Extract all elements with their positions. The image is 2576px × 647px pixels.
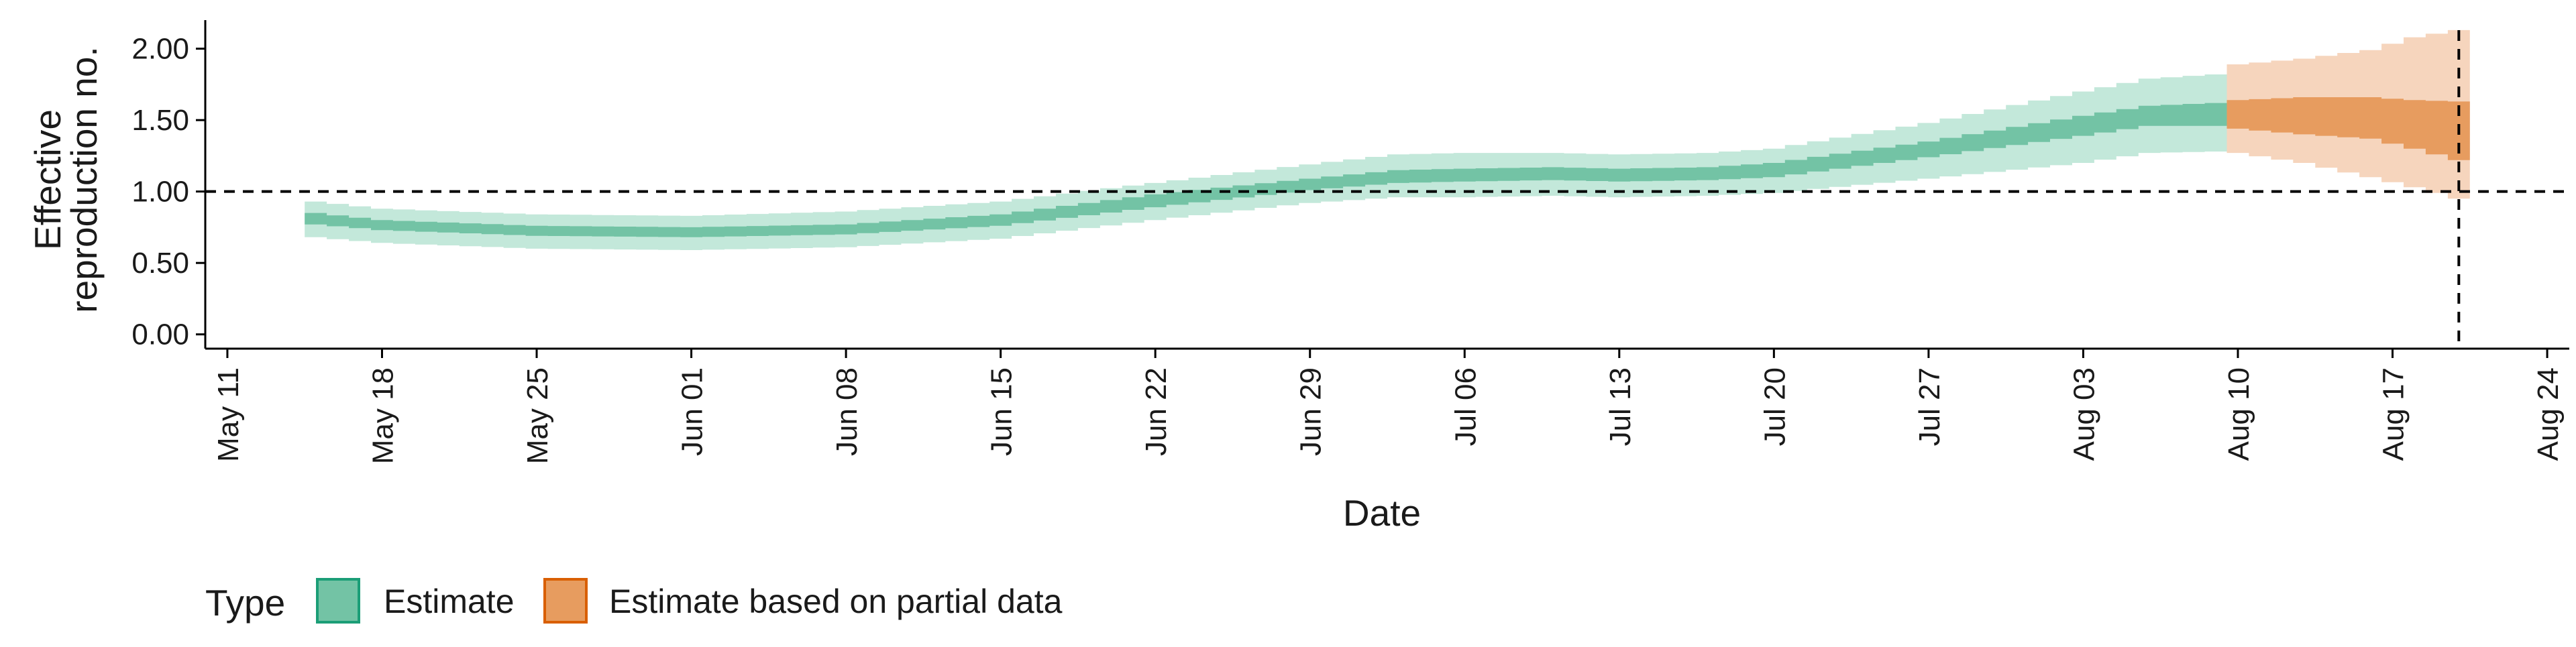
legend-label-partial: Estimate based on partial data bbox=[609, 583, 1063, 620]
x-tick-label: Jun 15 bbox=[985, 367, 1018, 456]
legend-title: Type bbox=[205, 582, 285, 624]
x-tick-label: May 25 bbox=[521, 367, 554, 464]
legend-swatch-estimate bbox=[316, 578, 360, 624]
legend-swatch-partial bbox=[543, 578, 588, 624]
x-axis-title: Date bbox=[1343, 492, 1421, 534]
x-tick-label: May 18 bbox=[367, 367, 400, 464]
y-axis-title-line-1: Effective bbox=[27, 109, 68, 250]
y-tick-label: 0.50 bbox=[131, 247, 189, 280]
ribbon-partial-inner bbox=[2226, 97, 2470, 160]
axes bbox=[204, 20, 2569, 350]
reference-lines bbox=[205, 30, 2569, 349]
band-layer bbox=[305, 30, 2470, 250]
y-axis-title-line-2: reproduction no. bbox=[63, 46, 105, 313]
x-tick-label: Aug 17 bbox=[2377, 367, 2410, 461]
y-tick-label: 1.00 bbox=[131, 176, 189, 209]
x-tick-label: Jul 27 bbox=[1913, 367, 1946, 446]
x-tick-label: Jun 08 bbox=[830, 367, 863, 456]
x-tick-label: Jun 29 bbox=[1295, 367, 1328, 456]
y-axis-title: Effective reproduction no. bbox=[27, 46, 105, 313]
x-tick-label: Jul 06 bbox=[1449, 367, 1482, 446]
ribbon-estimate-outer bbox=[305, 74, 2227, 250]
x-tick-label: Aug 24 bbox=[2532, 367, 2565, 461]
x-ticks: May 11 May 18 May 25 Jun 01 Jun 08 Jun 15 Jun … bbox=[212, 349, 2565, 464]
y-ticks: 0.00 0.50 1.00 1.50 2.00 bbox=[131, 33, 205, 351]
x-tick-label: May 11 bbox=[212, 367, 245, 462]
y-tick-label: 2.00 bbox=[131, 33, 189, 66]
x-tick-label: Jul 13 bbox=[1604, 367, 1637, 446]
x-tick-label: Jun 22 bbox=[1140, 367, 1173, 456]
legend: Type Estimate Estimate based on partial … bbox=[205, 578, 1063, 624]
y-tick-label: 1.50 bbox=[131, 104, 189, 137]
legend-label-estimate: Estimate bbox=[384, 583, 515, 620]
x-tick-label: Jun 01 bbox=[676, 367, 709, 456]
x-tick-label: Aug 10 bbox=[2222, 367, 2255, 461]
x-tick-label: Aug 03 bbox=[2068, 367, 2100, 461]
x-tick-label: Jul 20 bbox=[1758, 367, 1791, 446]
y-tick-label: 0.00 bbox=[131, 318, 189, 351]
